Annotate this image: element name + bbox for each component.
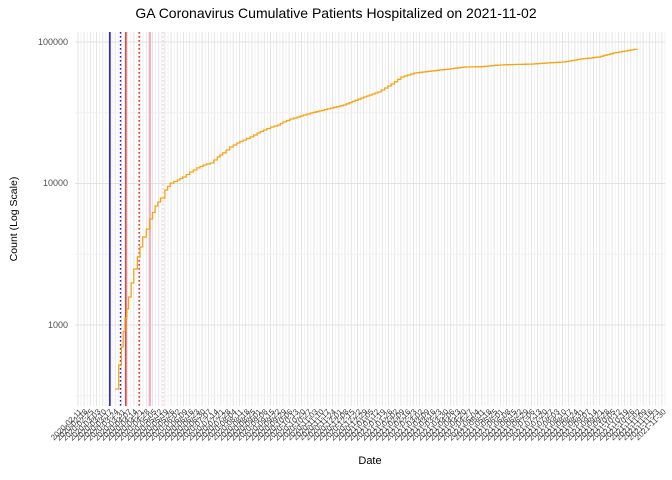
y-tick-label: 1000 bbox=[47, 319, 68, 330]
chart-title: GA Coronavirus Cumulative Patients Hospi… bbox=[135, 5, 537, 21]
y-tick-label: 10000 bbox=[42, 178, 68, 188]
hospitalized-cumulative-line bbox=[115, 48, 638, 390]
y-axis-title: Count (Log Scale) bbox=[8, 176, 20, 262]
y-tick-label: 100000 bbox=[37, 36, 68, 47]
x-axis-title: Date bbox=[358, 455, 382, 467]
